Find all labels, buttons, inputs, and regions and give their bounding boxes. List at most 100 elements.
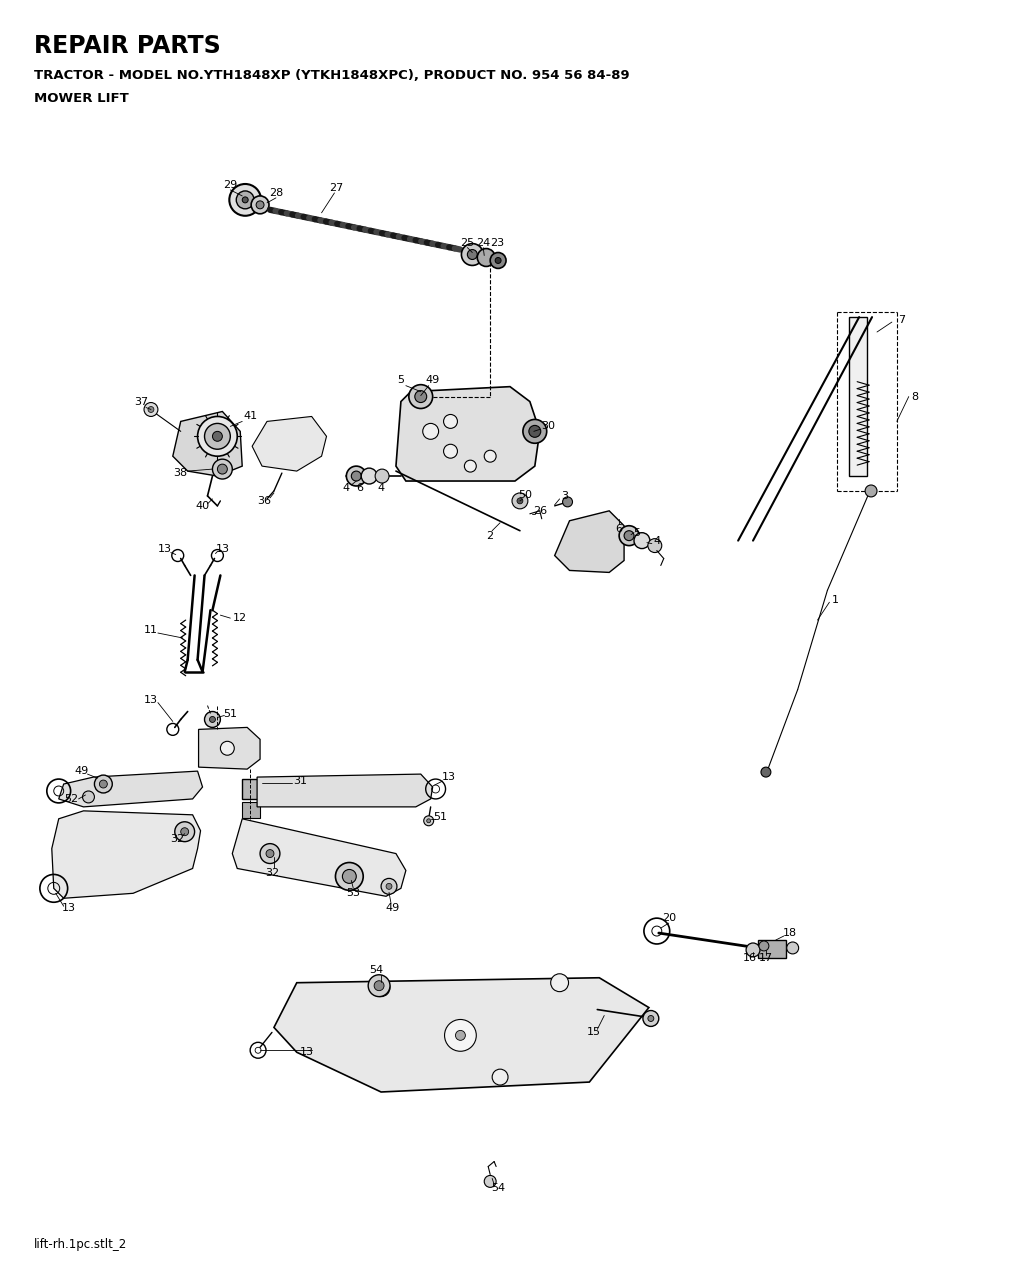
Text: 3: 3 [561, 491, 568, 502]
Circle shape [786, 942, 799, 953]
Circle shape [477, 248, 496, 266]
Circle shape [484, 1175, 497, 1188]
Text: 5: 5 [634, 528, 640, 537]
Circle shape [427, 819, 431, 822]
Bar [758, 939, 785, 957]
Text: 54: 54 [492, 1184, 505, 1193]
Text: 50: 50 [518, 490, 531, 500]
Circle shape [237, 191, 254, 209]
Circle shape [409, 384, 433, 409]
Circle shape [512, 493, 527, 509]
Text: MOWER LIFT: MOWER LIFT [34, 92, 129, 104]
Circle shape [99, 780, 108, 788]
Circle shape [865, 485, 877, 496]
Circle shape [198, 416, 238, 456]
Text: 5: 5 [397, 374, 404, 384]
Text: 12: 12 [233, 614, 247, 622]
Text: TRACTOR - MODEL NO.YTH1848XP (YTKH1848XPC), PRODUCT NO. 954 56 84-89: TRACTOR - MODEL NO.YTH1848XP (YTKH1848XP… [34, 69, 630, 81]
Text: 28: 28 [269, 188, 283, 197]
Text: 20: 20 [662, 913, 676, 923]
Circle shape [256, 201, 264, 209]
Text: 13: 13 [215, 544, 229, 554]
Circle shape [372, 979, 390, 997]
Text: 11: 11 [144, 625, 158, 635]
Text: 24: 24 [476, 238, 490, 247]
Circle shape [220, 741, 234, 755]
Circle shape [634, 532, 650, 549]
Text: 2: 2 [486, 531, 494, 541]
Polygon shape [555, 510, 624, 573]
Text: 29: 29 [223, 179, 238, 190]
Text: 54: 54 [369, 965, 383, 975]
Circle shape [484, 451, 497, 462]
Text: 7: 7 [898, 316, 905, 325]
Circle shape [517, 498, 523, 504]
Polygon shape [257, 774, 433, 807]
Text: 32: 32 [171, 834, 184, 844]
Circle shape [205, 424, 230, 449]
Circle shape [342, 869, 356, 883]
Circle shape [528, 425, 541, 438]
Circle shape [381, 878, 397, 895]
Polygon shape [52, 811, 201, 899]
Text: 41: 41 [243, 411, 257, 421]
Circle shape [465, 460, 476, 472]
Bar [243, 802, 260, 817]
Circle shape [346, 466, 367, 486]
Circle shape [374, 980, 384, 990]
Circle shape [415, 391, 427, 402]
Circle shape [493, 1069, 508, 1085]
Text: 36: 36 [257, 496, 271, 505]
Circle shape [212, 432, 222, 442]
Text: 26: 26 [532, 505, 547, 516]
Text: 16: 16 [743, 953, 757, 962]
Text: 6: 6 [355, 482, 362, 493]
Circle shape [266, 849, 274, 858]
Text: 18: 18 [782, 928, 797, 938]
Circle shape [551, 974, 568, 992]
Text: 8: 8 [911, 392, 919, 401]
Circle shape [643, 1011, 658, 1026]
Text: 51: 51 [433, 812, 447, 822]
Circle shape [210, 717, 215, 723]
Polygon shape [232, 819, 406, 896]
Circle shape [212, 460, 232, 479]
Circle shape [144, 402, 158, 416]
Bar [243, 779, 262, 799]
Circle shape [496, 257, 501, 264]
Circle shape [443, 415, 458, 429]
Circle shape [759, 941, 769, 951]
Circle shape [761, 768, 771, 777]
Circle shape [251, 196, 269, 214]
Polygon shape [199, 727, 260, 769]
Circle shape [217, 465, 227, 474]
Circle shape [523, 419, 547, 443]
Circle shape [423, 424, 438, 439]
Text: REPAIR PARTS: REPAIR PARTS [34, 34, 221, 59]
Text: 31: 31 [293, 777, 307, 785]
Circle shape [648, 538, 662, 552]
Text: lift-rh.1pc.stlt_2: lift-rh.1pc.stlt_2 [34, 1237, 127, 1251]
Text: 53: 53 [346, 889, 360, 899]
Circle shape [467, 250, 477, 260]
Circle shape [148, 406, 154, 412]
Text: 51: 51 [223, 709, 238, 719]
Text: 13: 13 [300, 1048, 313, 1058]
Circle shape [229, 185, 261, 215]
Circle shape [624, 531, 634, 541]
Text: 40: 40 [196, 500, 210, 510]
Text: 37: 37 [134, 397, 148, 406]
Circle shape [205, 712, 220, 727]
Circle shape [260, 844, 280, 863]
Polygon shape [252, 416, 327, 471]
Text: 4: 4 [378, 482, 385, 493]
Text: 27: 27 [330, 183, 344, 193]
Text: 23: 23 [490, 238, 504, 247]
Circle shape [424, 816, 433, 826]
Circle shape [443, 444, 458, 458]
Polygon shape [396, 387, 540, 481]
Text: 25: 25 [461, 238, 474, 247]
Circle shape [369, 975, 390, 997]
Polygon shape [173, 411, 243, 476]
Circle shape [83, 791, 94, 803]
